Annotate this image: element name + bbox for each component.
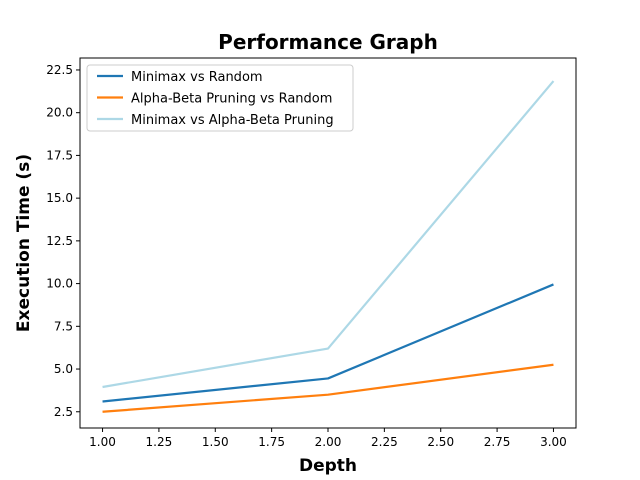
y-tick-label: 12.5 <box>46 234 73 248</box>
legend-box <box>86 64 354 132</box>
legend-label: Alpha-Beta Pruning vs Random <box>131 92 332 107</box>
y-tick-label: 7.5 <box>54 319 73 333</box>
series-layer <box>102 80 555 413</box>
x-tick-label: 1.25 <box>146 435 173 449</box>
x-tick-label: 1.75 <box>258 435 285 449</box>
x-tick-label: 2.75 <box>484 435 511 449</box>
series-line-2 <box>102 80 555 389</box>
x-tick-label: 1.00 <box>89 435 116 449</box>
y-tick-label: 22.5 <box>46 63 73 77</box>
x-tick-label: 3.00 <box>540 435 567 449</box>
y-axis-label: Execution Time (s) <box>14 154 34 332</box>
y-tick-label: 15.0 <box>46 191 73 205</box>
y-tick-label: 2.5 <box>54 405 73 419</box>
x-tick-label: 2.25 <box>371 435 398 449</box>
series-line-1 <box>102 363 554 413</box>
x-tick-label: 2.00 <box>315 435 342 449</box>
legend: Minimax vs Random Alpha-Beta Pruning vs R… <box>86 64 354 132</box>
series-line-0 <box>102 283 554 403</box>
x-axis: 1.00 1.25 1.50 1.75 2.00 2.25 2.50 2.75 3.00 <box>89 428 567 449</box>
y-tick-label: 10.0 <box>46 277 73 291</box>
chart-title: Performance Graph <box>218 30 438 54</box>
y-tick-label: 5.0 <box>54 362 73 376</box>
y-tick-label: 20.0 <box>46 106 73 120</box>
y-tick-label: 17.5 <box>46 148 73 162</box>
x-axis-label: Depth <box>299 456 357 476</box>
legend-label: Minimax vs Random <box>131 70 263 85</box>
x-tick-label: 2.50 <box>427 435 454 449</box>
y-axis: 2.5 5.0 7.5 10.0 12.5 15.0 17.5 20.0 22.5 <box>46 63 80 419</box>
x-tick-label: 1.50 <box>202 435 229 449</box>
legend-label: Minimax vs Alpha-Beta Pruning <box>131 113 334 128</box>
